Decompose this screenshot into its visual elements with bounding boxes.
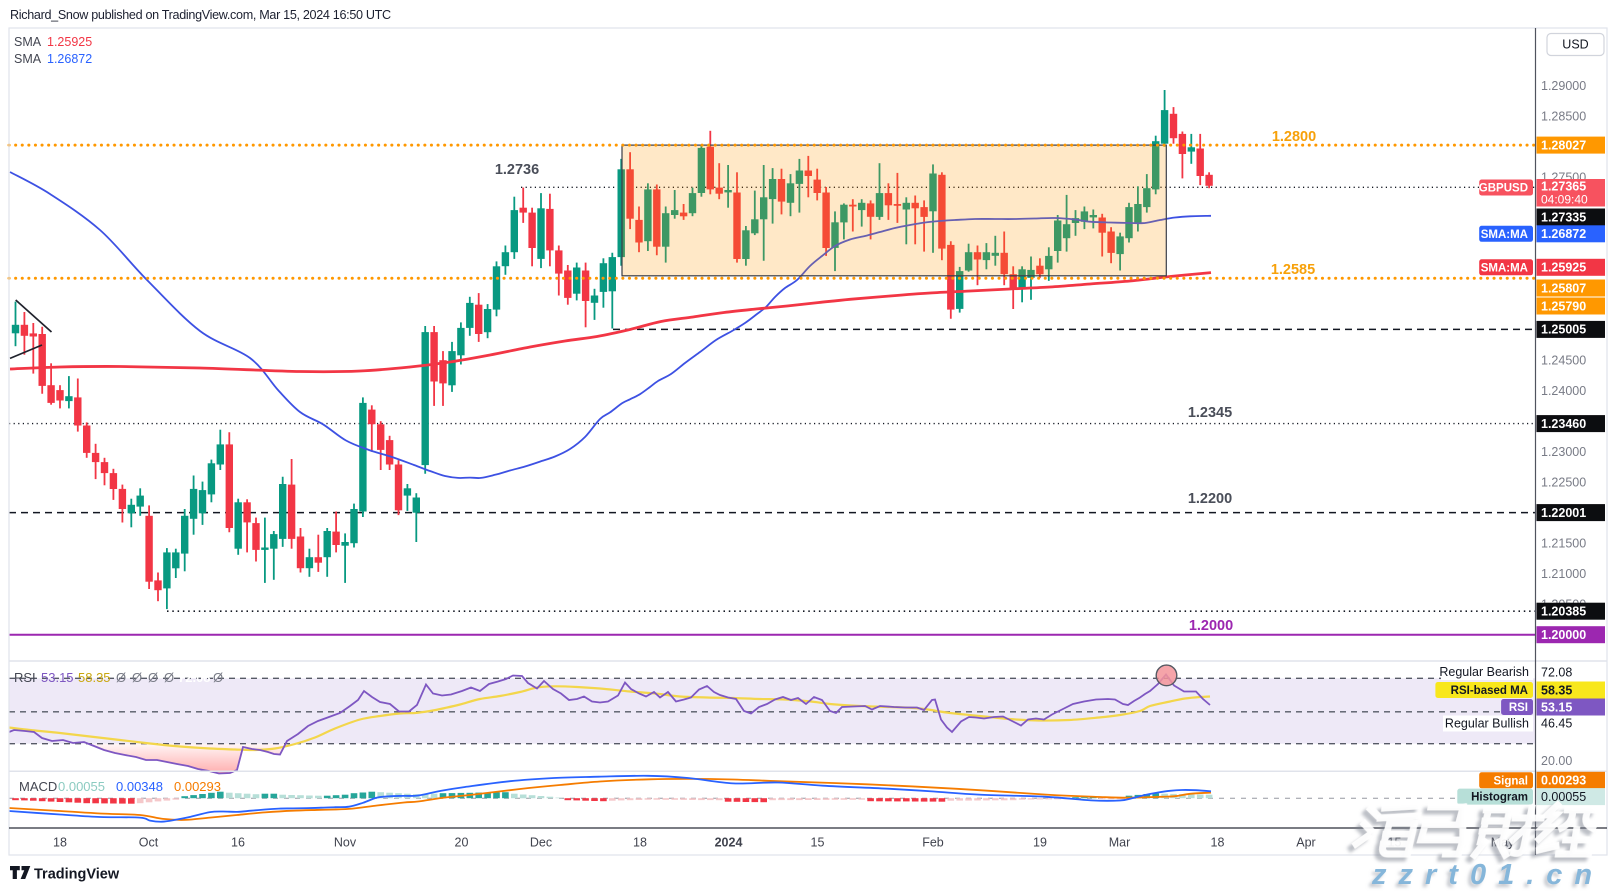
svg-text:Apr: Apr xyxy=(1296,836,1315,850)
svg-text:1.25005: 1.25005 xyxy=(1541,323,1586,337)
svg-text:1.27335: 1.27335 xyxy=(1541,210,1586,224)
svg-text:1.2345: 1.2345 xyxy=(1188,405,1232,421)
svg-text:1.2200: 1.2200 xyxy=(1188,491,1232,507)
svg-text:58.35: 58.35 xyxy=(78,670,111,685)
svg-text:GBPUSD: GBPUSD xyxy=(1479,183,1528,195)
svg-text:1.26872: 1.26872 xyxy=(47,52,92,66)
svg-text:1.28500: 1.28500 xyxy=(1541,110,1586,124)
svg-text:1.28027: 1.28027 xyxy=(1541,138,1586,152)
svg-text:0.00348: 0.00348 xyxy=(116,779,163,794)
svg-text:0.00055: 0.00055 xyxy=(1541,790,1586,804)
svg-text:Regular Bearish: Regular Bearish xyxy=(1439,665,1529,679)
svg-text:SMA:MA: SMA:MA xyxy=(1481,262,1528,274)
svg-text:1.2000: 1.2000 xyxy=(1189,618,1233,634)
svg-text:RSI-based MA: RSI-based MA xyxy=(1451,685,1528,697)
svg-text:Ø: Ø xyxy=(116,670,126,685)
svg-text:1.22500: 1.22500 xyxy=(1541,476,1586,490)
svg-text:15: 15 xyxy=(811,836,825,850)
svg-text:1.26872: 1.26872 xyxy=(1541,227,1586,241)
svg-text:20.00: 20.00 xyxy=(1541,754,1572,768)
svg-text:1.24500: 1.24500 xyxy=(1541,354,1586,368)
svg-text:Ø: Ø xyxy=(213,670,223,685)
svg-text:SMA: SMA xyxy=(14,35,42,49)
svg-text:20: 20 xyxy=(455,836,469,850)
svg-text:RSI: RSI xyxy=(14,670,36,685)
svg-text:2024: 2024 xyxy=(715,836,743,850)
svg-text:SMA: SMA xyxy=(14,52,42,66)
svg-text:18: 18 xyxy=(53,836,67,850)
svg-text:72.08: 72.08 xyxy=(1541,666,1572,680)
svg-text:18: 18 xyxy=(1211,836,1225,850)
svg-text:53.15: 53.15 xyxy=(1541,700,1572,714)
svg-text:1.25807: 1.25807 xyxy=(1541,281,1586,295)
svg-text:1.20000: 1.20000 xyxy=(1541,628,1586,642)
svg-text:Ø: Ø xyxy=(148,670,158,685)
svg-text:1.29000: 1.29000 xyxy=(1541,79,1586,93)
svg-text:16: 16 xyxy=(231,836,245,850)
svg-text:Oct: Oct xyxy=(139,836,159,850)
svg-text:Feb: Feb xyxy=(922,836,944,850)
svg-text:1.20385: 1.20385 xyxy=(1541,605,1586,619)
svg-text:58.35: 58.35 xyxy=(1541,683,1572,697)
svg-text:1.2585: 1.2585 xyxy=(1271,262,1315,278)
svg-text:04:09:40: 04:09:40 xyxy=(1541,193,1588,207)
svg-text:SMA:MA: SMA:MA xyxy=(1481,229,1528,241)
svg-text:0.00293: 0.00293 xyxy=(174,779,221,794)
svg-text:19: 19 xyxy=(1033,836,1047,850)
svg-text:1.25925: 1.25925 xyxy=(1541,261,1586,275)
svg-text:TradingView: TradingView xyxy=(34,867,120,883)
svg-text:1.2736: 1.2736 xyxy=(495,162,539,178)
svg-text:Regular Bullish: Regular Bullish xyxy=(1445,717,1529,731)
svg-text:0.00293: 0.00293 xyxy=(1541,774,1586,788)
svg-text:1.25790: 1.25790 xyxy=(1541,299,1586,313)
svg-text:1.22001: 1.22001 xyxy=(1541,506,1586,520)
svg-text:Mar: Mar xyxy=(1109,836,1131,850)
svg-text:MACD: MACD xyxy=(19,779,57,794)
svg-text:RSI: RSI xyxy=(1509,702,1528,714)
svg-text:18: 18 xyxy=(633,836,647,850)
svg-text:Ø: Ø xyxy=(164,670,174,685)
svg-text:1.25925: 1.25925 xyxy=(47,35,92,49)
svg-text:72.08: 72.08 xyxy=(178,670,211,685)
svg-text:Dec: Dec xyxy=(530,836,552,850)
svg-text:1.27365: 1.27365 xyxy=(1541,180,1586,194)
svg-text:46.45: 46.45 xyxy=(1541,717,1572,731)
svg-text:USD: USD xyxy=(1562,38,1588,52)
svg-text:1.21500: 1.21500 xyxy=(1541,537,1586,551)
svg-text:1.21000: 1.21000 xyxy=(1541,567,1586,581)
svg-text:Ø: Ø xyxy=(132,670,142,685)
svg-text:1.23460: 1.23460 xyxy=(1541,417,1586,431)
svg-text:Histogram: Histogram xyxy=(1471,792,1528,804)
svg-text:1.23000: 1.23000 xyxy=(1541,445,1586,459)
svg-text:1.2800: 1.2800 xyxy=(1272,129,1316,145)
svg-text:Signal: Signal xyxy=(1493,775,1528,787)
svg-text:53.15: 53.15 xyxy=(41,670,74,685)
svg-text:0.00055: 0.00055 xyxy=(58,779,105,794)
svg-text:1.24000: 1.24000 xyxy=(1541,384,1586,398)
svg-text:Nov: Nov xyxy=(334,836,357,850)
svg-text:zzrt01.cn: zzrt01.cn xyxy=(1371,859,1604,891)
